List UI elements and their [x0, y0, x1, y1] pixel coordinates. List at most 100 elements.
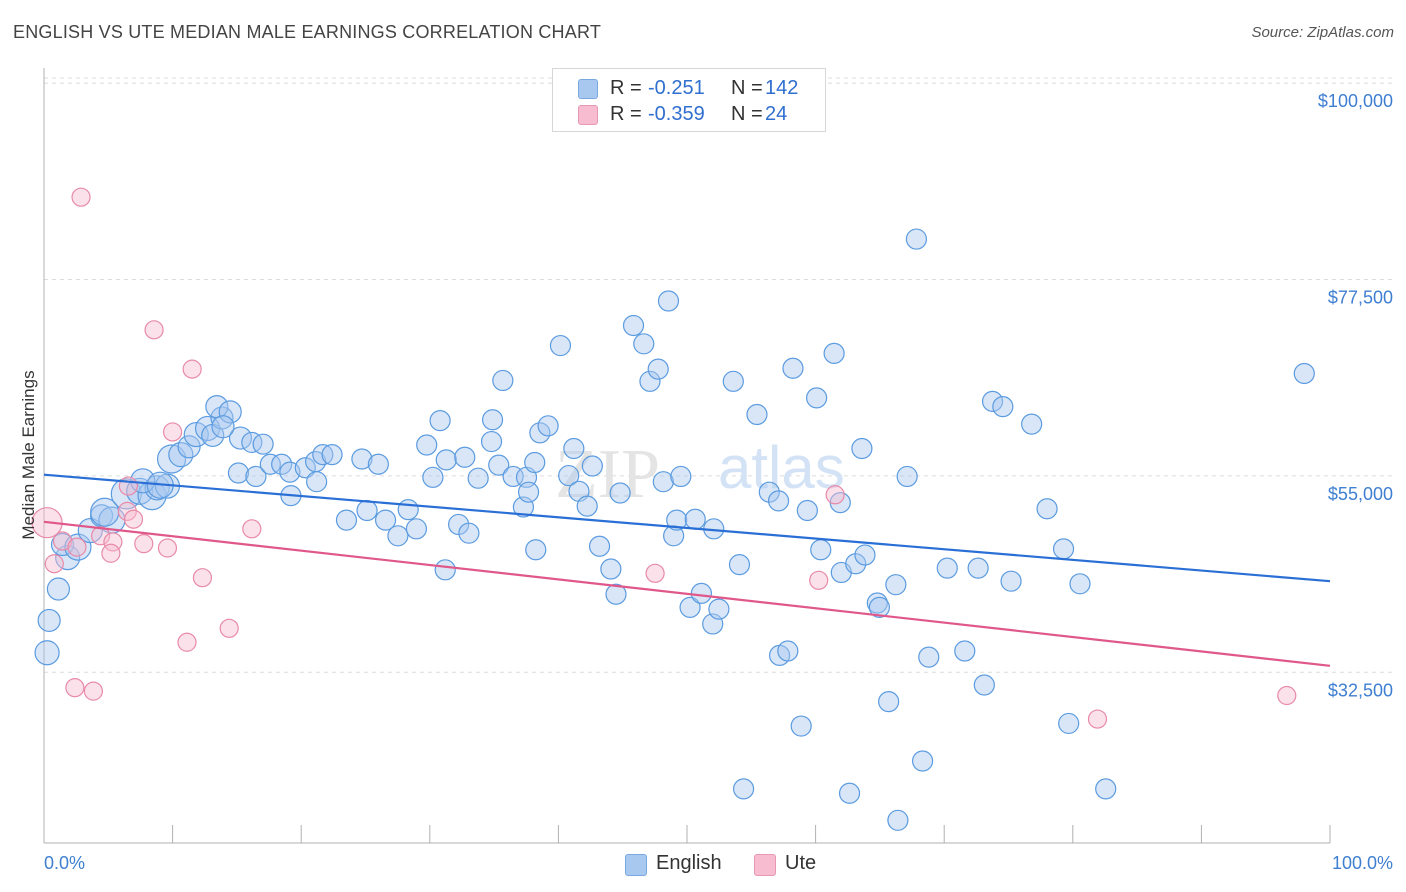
english-point: [434, 559, 456, 581]
english-point: [887, 809, 909, 831]
chart-title: ENGLISH VS UTE MEDIAN MALE EARNINGS CORR…: [13, 22, 602, 42]
english-point: [1036, 498, 1058, 520]
english-point: [335, 509, 358, 531]
legend-n-value: 24: [765, 103, 788, 125]
english-point: [429, 410, 451, 432]
english-point: [228, 426, 253, 450]
english-point: [374, 509, 397, 531]
english-point: [657, 290, 680, 312]
english-point: [722, 370, 744, 392]
ute-point: [71, 187, 91, 207]
english-point: [936, 557, 958, 579]
ute-point: [52, 531, 73, 551]
english-point: [294, 457, 316, 479]
english-point: [422, 466, 444, 488]
english-point: [525, 539, 547, 561]
english-point: [312, 444, 334, 466]
legend: R = -0.251 N = 142 R = -0.359 N = 24: [552, 68, 826, 132]
legend-swatch-english: [578, 79, 598, 99]
english-point: [271, 453, 293, 475]
english-point: [558, 464, 580, 487]
gridlines: [44, 77, 1393, 673]
english-point: [529, 422, 551, 444]
english-point: [211, 415, 235, 439]
english-point: [177, 435, 201, 459]
chart-source: Source: ZipAtlas.com: [1251, 24, 1394, 41]
english-point: [1069, 573, 1091, 595]
english-point: [1095, 778, 1117, 800]
ute-point: [83, 681, 103, 701]
english-point: [954, 640, 976, 662]
english-point: [245, 465, 267, 488]
english-point: [690, 582, 713, 605]
english-point: [524, 451, 546, 474]
english-point: [1058, 712, 1080, 735]
ute-point: [117, 501, 137, 521]
english-point: [670, 465, 692, 488]
english-point: [838, 782, 861, 804]
english-point: [454, 446, 476, 468]
legend-swatch-ute: [578, 105, 598, 125]
english-point: [652, 471, 674, 493]
ute-point: [219, 618, 239, 638]
ute-point: [67, 537, 87, 557]
english-point: [549, 334, 572, 357]
english-point: [911, 750, 934, 772]
bottom-legend-swatch-ute: [754, 854, 776, 876]
english-point: [259, 453, 281, 475]
english-point: [639, 370, 661, 392]
english-point: [851, 437, 873, 460]
ute-point: [163, 422, 183, 442]
english-point: [918, 646, 940, 668]
english-point: [896, 465, 918, 488]
ute-point: [809, 570, 829, 590]
english-point: [905, 228, 928, 250]
english-point: [609, 482, 631, 504]
english-point: [878, 691, 900, 713]
ute-point: [101, 543, 121, 563]
english-point: [488, 454, 510, 476]
ute-point: [1277, 685, 1297, 706]
legend-row-ute: R = -0.359 N = 24: [553, 101, 825, 127]
x-tick-label: 100.0%: [1332, 853, 1393, 873]
ute-point: [134, 534, 154, 554]
english-point: [227, 462, 250, 484]
english-point: [77, 517, 103, 544]
english-point: [321, 444, 343, 466]
english-point: [517, 481, 540, 503]
y-tick-label: $32,500: [1328, 680, 1393, 700]
english-point: [387, 525, 409, 547]
legend-r-label: R =: [610, 103, 642, 125]
english-point: [1052, 538, 1075, 560]
english-point: [458, 522, 480, 544]
english-point: [37, 608, 61, 633]
data-points: [31, 187, 1315, 831]
english-point: [416, 434, 438, 456]
english-point: [605, 583, 627, 605]
english-point: [588, 535, 611, 557]
legend-r-label: R =: [610, 77, 642, 99]
ute-point: [90, 526, 111, 546]
english-point: [790, 715, 812, 737]
english-point: [183, 421, 209, 448]
legend-n-label: N =: [731, 77, 763, 99]
legend-n-value: 142: [765, 77, 799, 99]
english-point: [306, 471, 328, 493]
english-point: [647, 358, 669, 380]
y-tick-label: $77,500: [1328, 288, 1393, 308]
legend-r-value: -0.251: [648, 77, 705, 99]
ute-point: [118, 476, 138, 496]
y-tick-label: $100,000: [1318, 91, 1393, 111]
english-point: [845, 553, 867, 575]
bottom-legend-swatch-english: [625, 854, 647, 876]
english-point: [854, 544, 876, 566]
y-tick-label: $55,000: [1328, 484, 1393, 504]
ute-point: [645, 563, 665, 583]
tick-labels: $32,500 $55,000 $77,500 $100,000 0.0% 100.0%: [44, 91, 1393, 873]
watermark-zip: ZIP: [555, 436, 660, 513]
english-point: [633, 333, 655, 355]
ute-point: [123, 509, 144, 529]
english-point: [252, 433, 274, 455]
english-point: [885, 574, 907, 596]
